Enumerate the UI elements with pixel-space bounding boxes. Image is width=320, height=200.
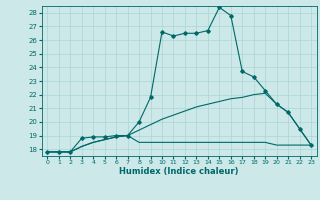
X-axis label: Humidex (Indice chaleur): Humidex (Indice chaleur) (119, 167, 239, 176)
